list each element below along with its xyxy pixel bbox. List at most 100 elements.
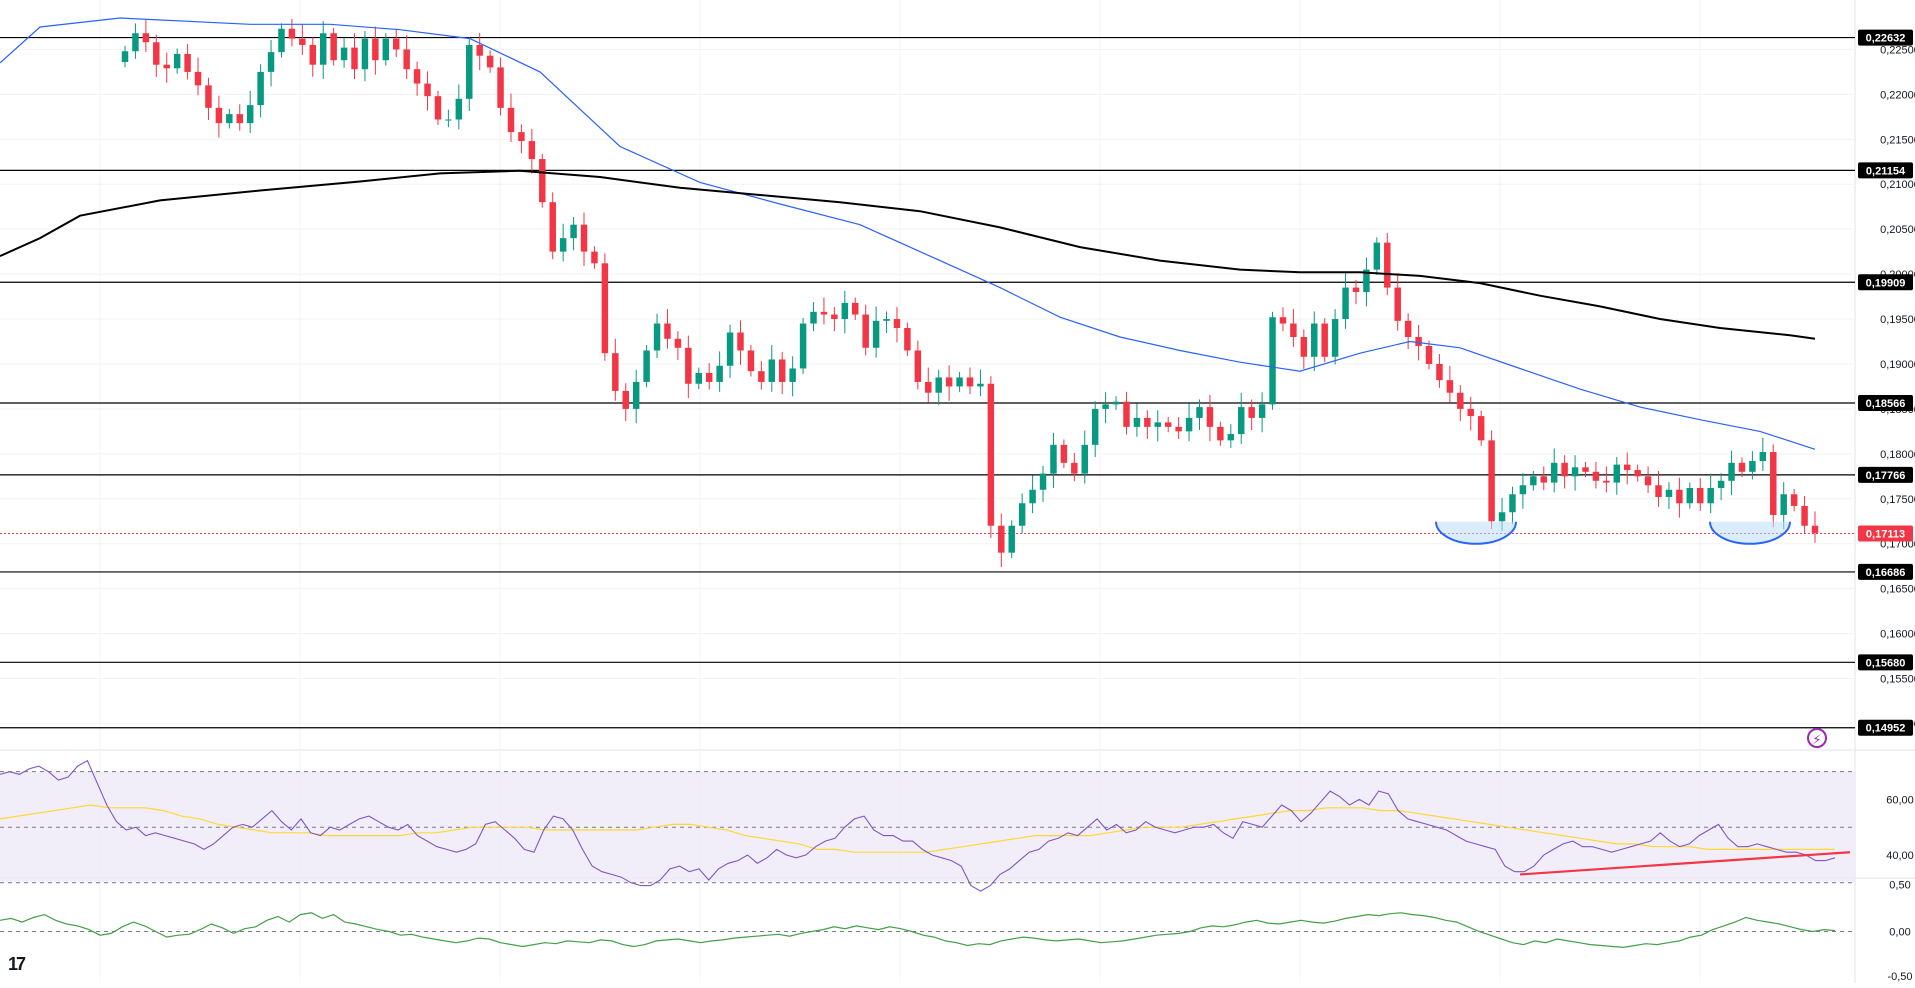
candle-body (476, 44, 483, 56)
candle-body (215, 107, 223, 124)
level-label-bg (1858, 274, 1913, 291)
candle-body (445, 119, 452, 121)
bowl-fill (1710, 521, 1790, 544)
candle-body (1550, 462, 1558, 483)
candle-body (173, 53, 181, 69)
candle-body (601, 263, 609, 354)
candle-body (267, 52, 275, 72)
candle-body (1029, 489, 1036, 504)
candle-body (643, 350, 650, 382)
level-label: 0,16686 (1866, 567, 1906, 579)
candle-body (278, 28, 285, 53)
candle-body (1039, 473, 1047, 490)
candle-body (1175, 426, 1182, 432)
level-label-bg (1858, 162, 1913, 179)
candle-body (1519, 485, 1527, 495)
candle-body (413, 69, 421, 84)
candle-body (852, 302, 859, 315)
candle-body (299, 38, 306, 45)
candle-body (778, 359, 786, 382)
candle-body (424, 83, 431, 97)
candle-body (1446, 380, 1454, 393)
candle-body (810, 311, 817, 324)
candle-body (1164, 422, 1172, 427)
candle-body (1217, 426, 1224, 441)
last-price-label: 0,17113 (1866, 529, 1905, 541)
bowl-arc (1709, 521, 1791, 545)
rsi-tick-label: 60,00 (1886, 794, 1914, 806)
candle-body (893, 319, 901, 329)
candle-body (1248, 407, 1255, 418)
rsi-tick-label: 40,00 (1886, 850, 1914, 862)
candle-body (1790, 494, 1798, 506)
candle-body (1686, 487, 1694, 504)
candle-body (403, 49, 410, 70)
candle-body (1290, 323, 1297, 338)
level-label: 0,18566 (1866, 398, 1906, 410)
candle-body (747, 350, 755, 372)
candle-body (789, 368, 796, 382)
bowl-arc (1435, 521, 1517, 545)
candle-body (1801, 505, 1808, 526)
candle-body (653, 323, 661, 351)
candle-body (163, 64, 170, 69)
candle-body (1665, 489, 1673, 497)
candle-body (695, 372, 702, 384)
candle-body (591, 251, 598, 264)
candle-body (153, 42, 160, 65)
candle-body (966, 377, 974, 387)
candle-body (1749, 461, 1756, 472)
candle-body (998, 525, 1005, 553)
candle-body (257, 71, 264, 106)
candle-body (361, 38, 369, 70)
bowl-fill (1436, 521, 1516, 544)
candle-body (1206, 407, 1214, 427)
candle-body (1634, 470, 1641, 477)
osc-line (0, 912, 1836, 949)
candle-body (1676, 489, 1683, 504)
candle-body (1363, 269, 1370, 293)
candle-body (1561, 462, 1568, 477)
candle-body (539, 159, 546, 203)
rsi-trend-line (1519, 851, 1851, 876)
candle-body (1488, 440, 1495, 522)
level-label: 0,19909 (1866, 277, 1906, 289)
candle-body (142, 33, 150, 43)
alert-bolt-icon[interactable]: ⚡ (1807, 728, 1827, 748)
candle-body (768, 359, 776, 382)
ma-fast-line (0, 17, 1816, 450)
candle-body (612, 353, 619, 391)
candle-body (309, 44, 317, 65)
candle-body (455, 98, 463, 120)
level-label: 0,22632 (1866, 33, 1906, 45)
candle-body (1311, 323, 1318, 357)
candle-body (904, 328, 911, 351)
candle-body (1728, 462, 1735, 481)
candle-body (1352, 287, 1360, 293)
candle-body (507, 107, 515, 133)
last-price-label-bg (1858, 525, 1913, 542)
candle-body (1613, 464, 1621, 483)
candle-body (1457, 392, 1464, 409)
candle-body (1269, 317, 1276, 405)
pattern-bowls (1435, 521, 1791, 545)
candle-body (121, 51, 129, 63)
level-label: 0,14952 (1866, 723, 1906, 735)
candle-body (987, 383, 995, 526)
candle-body (1373, 242, 1381, 270)
level-label-bg (1858, 654, 1913, 671)
candle-body (1759, 452, 1767, 462)
candle-body (956, 377, 963, 387)
candle-body (1717, 480, 1725, 488)
candle-body (184, 53, 191, 72)
osc-tick-label: 0,50 (1889, 880, 1910, 892)
level-label: 0,17766 (1866, 470, 1906, 482)
candle-body (288, 28, 296, 39)
